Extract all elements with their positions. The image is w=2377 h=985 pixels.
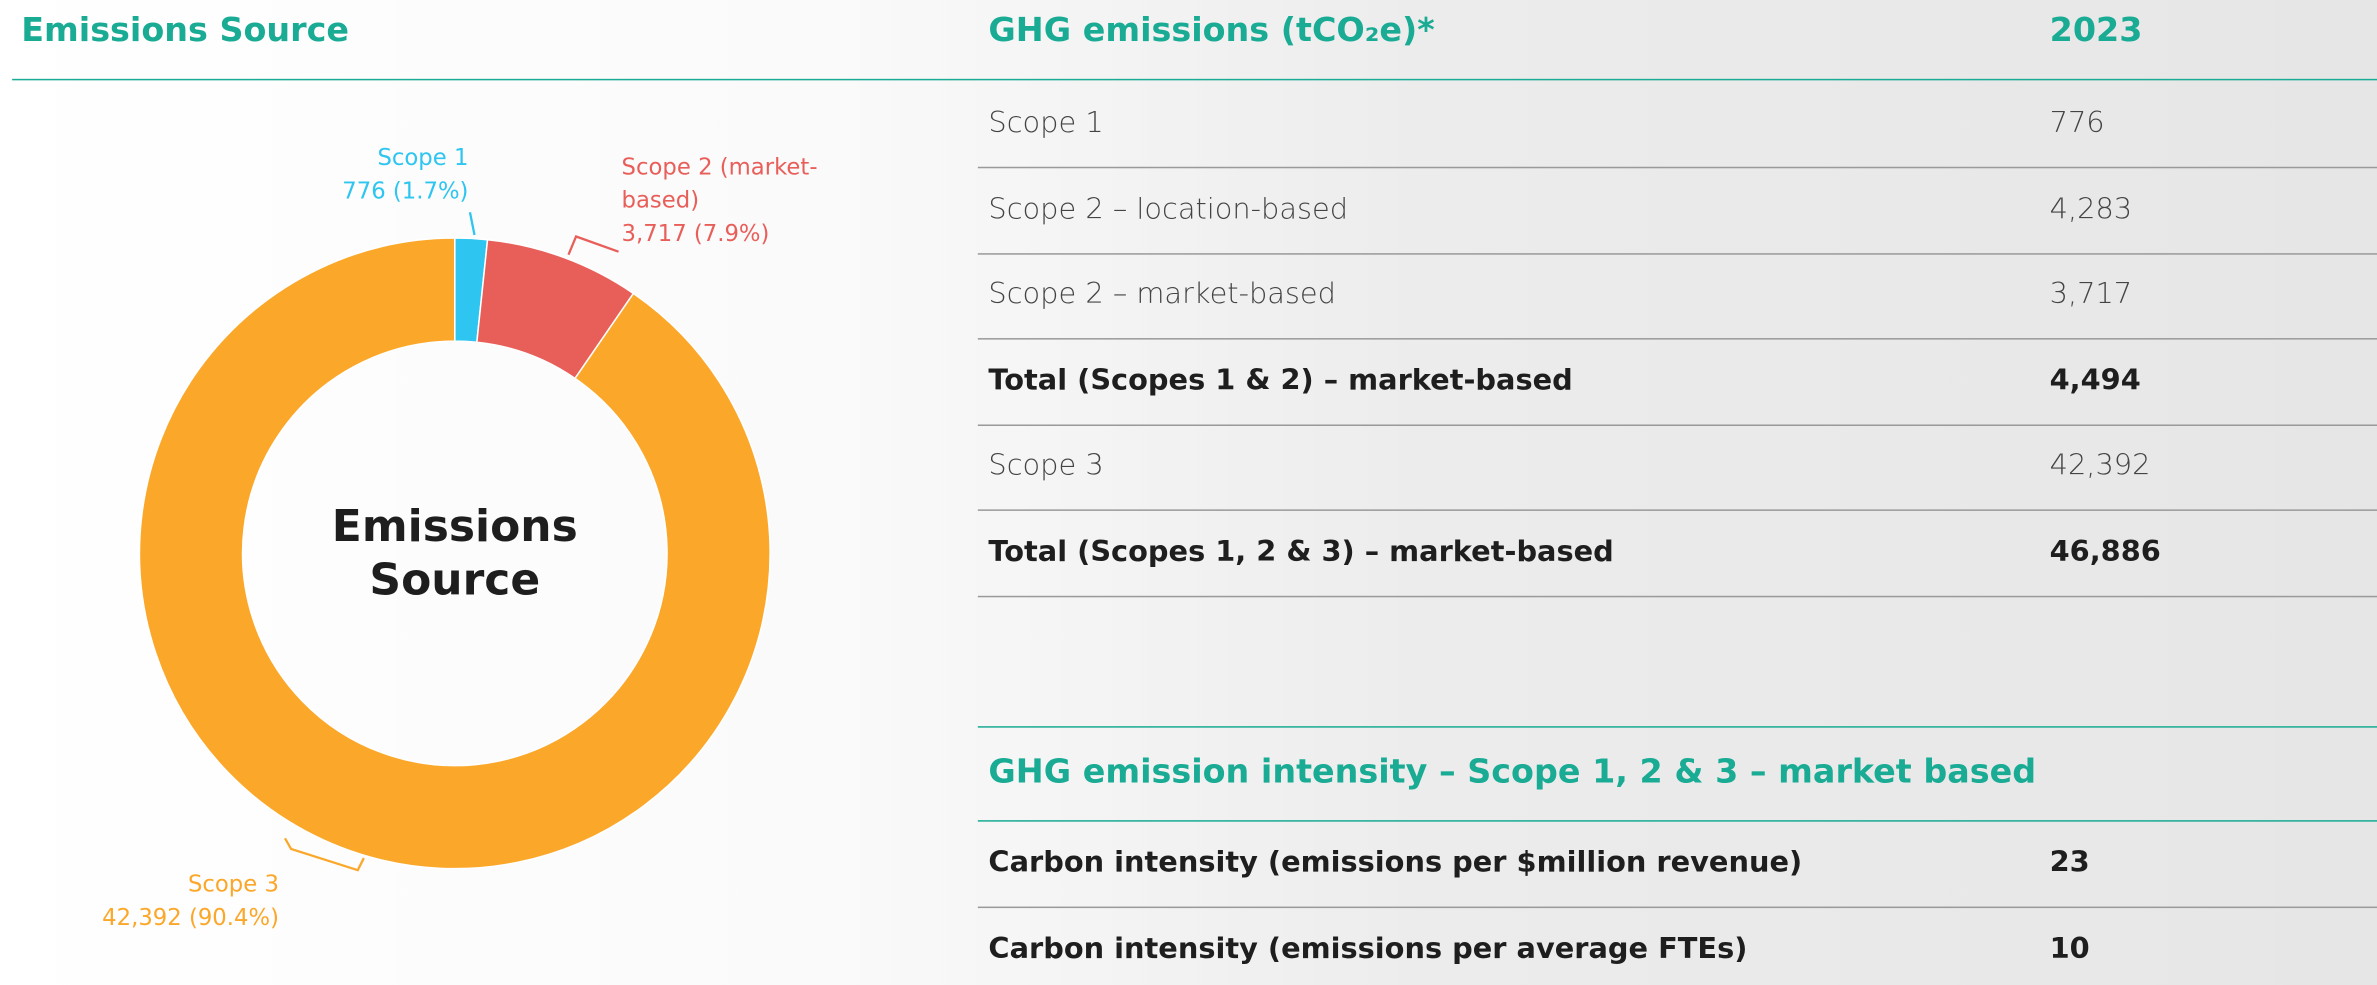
rule — [977, 726, 2377, 728]
row-rule — [977, 338, 2377, 340]
row-value: 46,886 — [2049, 534, 2161, 568]
row-value: 42,392 — [2049, 448, 2151, 483]
chart-title: Emissions Source — [21, 12, 349, 51]
row-label: Scope 2 – market-based — [988, 277, 1336, 311]
row-label: Total (Scopes 1, 2 & 3) – market-based — [988, 534, 1614, 568]
row-value: 776 — [2049, 106, 2105, 140]
row-value: 3,717 — [2049, 277, 2133, 311]
slice-value: 776 (1.7%) — [342, 177, 469, 205]
leader-line — [468, 212, 476, 236]
table-header: 2023 — [2049, 12, 2143, 51]
row-label: Carbon intensity (emissions per average … — [988, 931, 1748, 965]
row-label: Carbon intensity (emissions per $million… — [988, 845, 1803, 880]
slice-value: 42,392 (90.4%) — [102, 903, 279, 931]
slice-name: Scope 1 — [377, 144, 469, 172]
row-rule — [977, 595, 2377, 597]
rule — [12, 78, 2377, 81]
leader-line — [284, 837, 365, 872]
row-rule — [977, 423, 2377, 426]
row-rule — [977, 252, 2377, 254]
slice-name: Scope 3 — [187, 870, 279, 898]
row-label: Total (Scopes 1 & 2) – market-based — [988, 363, 1573, 397]
slice-label: Scope 2 (market-based) 3,717 (7.9%) — [622, 150, 819, 250]
row-value: 23 — [2049, 845, 2090, 880]
intensity-title: GHG emission intensity – Scope 1, 2 & 3 … — [988, 753, 2037, 792]
row-value: 4,283 — [2049, 191, 2133, 226]
leader-line — [567, 235, 619, 256]
slice-value: 3,717 (7.9%) — [621, 219, 770, 248]
row-label: Scope 3 — [988, 448, 1104, 483]
row-rule — [977, 906, 2377, 909]
center-label: Emissions Source — [331, 500, 578, 605]
rule — [977, 820, 2377, 822]
row-rule — [977, 509, 2377, 511]
donut-chart — [138, 212, 771, 872]
donut-slice — [138, 237, 771, 870]
slice-name: Scope 2 (market-based) — [621, 153, 818, 214]
row-label: Scope 2 – location-based — [988, 191, 1349, 226]
row-value: 4,494 — [2049, 363, 2141, 397]
row-rule — [977, 166, 2377, 169]
table-header: GHG emissions (tCO₂e)* — [988, 12, 1435, 51]
row-label: Scope 1 — [988, 106, 1104, 140]
row-value: 10 — [2049, 931, 2090, 965]
slice-label: Scope 3 42,392 (90.4%) — [67, 867, 279, 934]
slice-label: Scope 1 776 (1.7%) — [287, 141, 469, 208]
